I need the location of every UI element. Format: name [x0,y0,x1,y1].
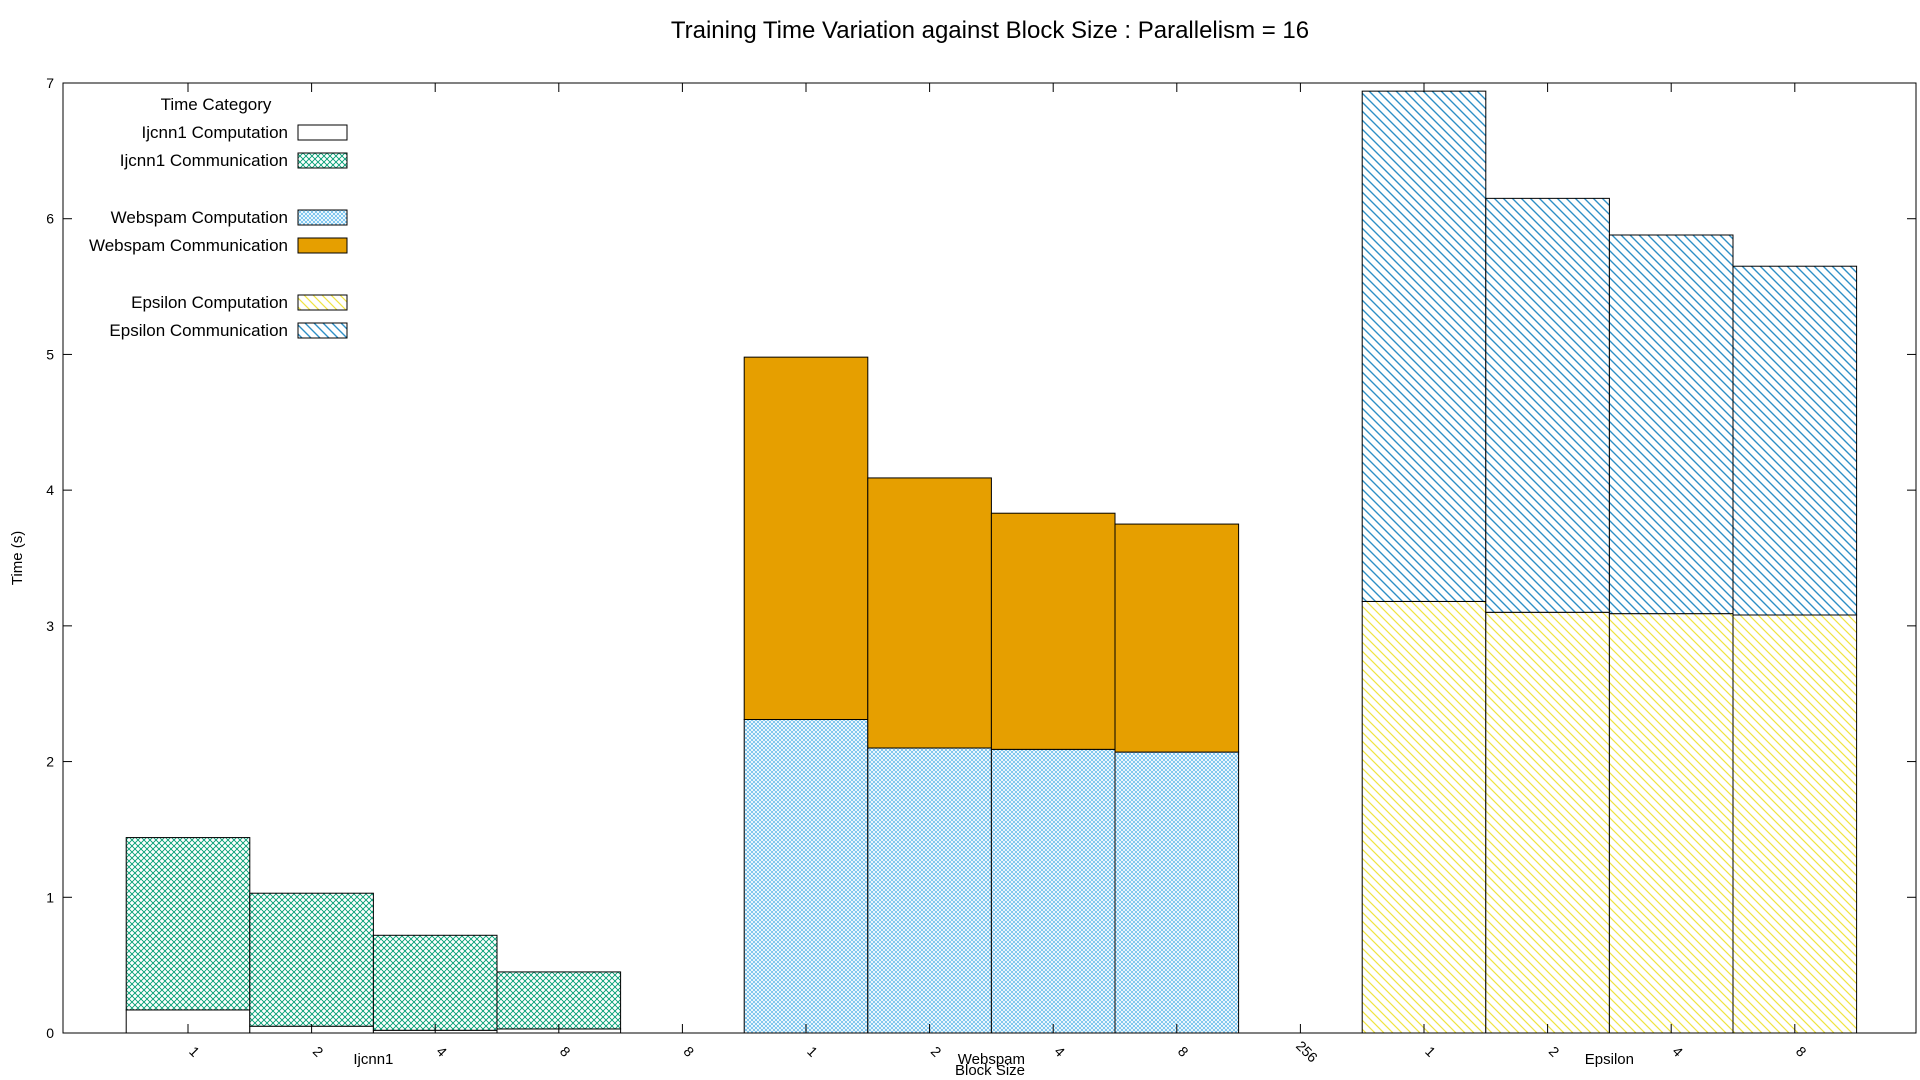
bar-webspam-communication-2 [867,477,992,749]
x-tick-label: 8 [557,1043,574,1060]
x-tick-label: 8 [681,1043,698,1060]
y-tick-label: 7 [46,75,54,91]
group-label-ijcnn1: Ijcnn1 [353,1051,393,1068]
x-tick-label: 8 [1175,1043,1192,1060]
x-tick-label: 4 [1669,1043,1686,1060]
plot-frame [62,82,1917,1034]
bar-ijcnn1-communication-1 [125,837,251,1011]
bar-epsilon-communication-1 [1361,90,1487,602]
x-tick-label: 2 [1546,1043,1563,1060]
bar-webspam-communication-8 [1114,523,1240,753]
legend-label-epsilon-communication: Epsilon Communication [109,321,288,340]
legend-swatch-ijcnn1-communication [297,152,348,169]
bar-webspam-computation-2 [867,747,992,1034]
x-tick-label: 256 [1293,1038,1321,1066]
bar-epsilon-computation-2 [1485,611,1610,1034]
bar-webspam-computation-4 [990,748,1116,1034]
legend-title: Time Category [161,95,272,114]
legend-swatch-ijcnn1-computation [297,124,348,141]
bar-webspam-communication-1 [743,356,869,720]
bar-ijcnn1-communication-2 [249,892,374,1027]
bar-webspam-communication-4 [990,512,1116,750]
group-label-epsilon: Epsilon [1585,1051,1634,1068]
x-tick-label: 1 [186,1043,203,1060]
y-tick-label: 5 [46,346,54,362]
legend-label-ijcnn1-computation: Ijcnn1 Computation [142,123,288,142]
x-tick-label: 2 [928,1043,945,1060]
bar-epsilon-communication-4 [1608,234,1734,615]
y-tick-label: 6 [46,211,54,227]
bar-epsilon-computation-4 [1608,613,1734,1034]
x-tick-label: 4 [433,1043,450,1060]
bar-webspam-computation-1 [743,719,869,1034]
legend-label-webspam-computation: Webspam Computation [111,208,288,227]
legend-swatch-epsilon-computation [297,294,348,311]
legend-swatch-webspam-computation [297,209,348,226]
chart-title: Training Time Variation against Block Si… [671,17,1309,44]
x-tick-label: 1 [804,1043,821,1060]
x-tick-label: 1 [1422,1043,1439,1060]
bar-epsilon-communication-8 [1732,265,1858,616]
x-tick-label: 2 [310,1043,327,1060]
legend: Time Category Ijcnn1 Computation Ijcnn1 C… [89,95,348,340]
bar-epsilon-computation-1 [1361,600,1487,1034]
y-tick-label: 1 [46,889,54,905]
y-tick-label: 4 [46,482,54,498]
bar-epsilon-computation-8 [1732,614,1858,1034]
bar-ijcnn1-communication-4 [372,934,498,1031]
legend-label-ijcnn1-communication: Ijcnn1 Communication [120,151,288,170]
legend-swatch-webspam-communication [297,237,348,254]
group-label-webspam: Webspam [958,1051,1025,1068]
legend-label-webspam-communication: Webspam Communication [89,236,288,255]
x-tick-label: 4 [1051,1043,1068,1060]
bar-epsilon-communication-2 [1485,197,1610,613]
legend-swatch-epsilon-communication [297,322,348,339]
bar-ijcnn1-communication-8 [496,971,622,1030]
legend-label-epsilon-computation: Epsilon Computation [131,293,288,312]
x-axis-label: Block Size [955,1062,1025,1079]
x-tick-label: 8 [1793,1043,1810,1060]
y-axis: 0 1 2 3 4 5 6 7 [46,75,1916,1041]
y-axis-label: Time (s) [9,531,26,585]
y-tick-label: 2 [46,754,54,770]
y-tick-label: 3 [46,618,54,634]
bars-layer [125,90,1858,1034]
y-tick-label: 0 [46,1025,54,1041]
bar-webspam-computation-8 [1114,751,1240,1034]
